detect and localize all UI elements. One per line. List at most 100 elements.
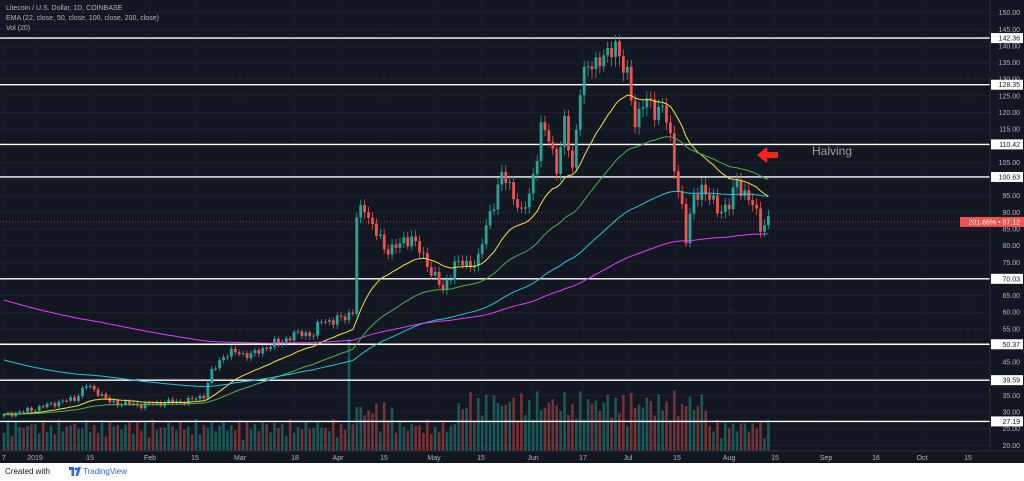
y-tick-label: 125.00: [999, 93, 1021, 100]
ema-line-22: [3, 94, 769, 415]
candle-body: [578, 95, 582, 130]
volume-bar: [304, 421, 308, 451]
candle-body: [641, 107, 645, 109]
volume-bar: [488, 422, 492, 451]
level-price-tag: [991, 33, 1023, 44]
volume-bar: [308, 428, 312, 451]
candle-body: [586, 66, 590, 68]
volume-bar: [355, 406, 359, 451]
volume-bar: [300, 429, 304, 451]
volume-bars: [2, 339, 770, 451]
volume-bar: [69, 425, 72, 451]
candle-body: [629, 66, 633, 101]
volume-bar: [155, 429, 159, 451]
ema-line-50: [4, 136, 769, 415]
candle-body: [277, 338, 280, 344]
volume-bar: [637, 404, 641, 451]
candle-body: [657, 106, 661, 120]
candle-body: [492, 209, 496, 212]
volume-bar: [618, 413, 621, 451]
volume-bar: [88, 432, 92, 451]
footer: Created with TradingView: [0, 463, 1024, 481]
volume-bar: [347, 339, 351, 451]
candle-body: [661, 105, 664, 107]
x-tick-label: 18: [291, 455, 299, 462]
last-price-tag: [960, 216, 1024, 227]
volume-bar: [594, 400, 598, 451]
volume-bar: [531, 419, 535, 451]
volume-bar: [567, 414, 570, 451]
candle-body: [265, 348, 269, 350]
volume-bar: [723, 422, 727, 451]
tradingview-link[interactable]: TradingView: [83, 467, 128, 476]
halving-label: Halving: [812, 144, 853, 158]
volume-bar: [65, 426, 69, 451]
volume-bar: [763, 438, 766, 451]
candle-body: [100, 394, 104, 396]
level-price-label: 128.35: [999, 82, 1021, 89]
volume-bar: [22, 428, 25, 451]
volume-bar: [226, 430, 229, 451]
volume-bar: [171, 426, 174, 451]
candle-body: [108, 397, 112, 403]
time-axis: 7 2019 15 Feb 15 Mar 18 Apr 15 May 15 Jun 17 Jul 15 Aug…: [0, 450, 1024, 463]
candle-body: [469, 260, 472, 268]
x-tick-label: 15: [771, 455, 779, 462]
volume-bar: [194, 419, 198, 451]
ema-line-200: [3, 233, 769, 344]
candle-body: [731, 187, 735, 210]
candle-body: [241, 353, 245, 355]
volume-bar: [735, 431, 739, 451]
level-price-label: 110.42: [999, 142, 1020, 149]
candle-body: [759, 208, 762, 232]
candle-body: [614, 41, 617, 58]
volume-bar: [524, 415, 527, 451]
candle-body: [190, 398, 194, 400]
level-price-label: 27.19: [1002, 419, 1020, 426]
candle-body: [555, 148, 559, 174]
volume-bar: [426, 419, 429, 451]
volume-bar: [269, 432, 272, 451]
candle-body: [590, 66, 594, 70]
volume-bar: [461, 409, 464, 451]
candle-body: [41, 406, 45, 408]
candle-body: [461, 260, 465, 266]
volume-bar: [37, 433, 41, 451]
volume-bar: [555, 405, 559, 451]
level-price-tag: [991, 375, 1023, 386]
candle-body: [77, 396, 80, 401]
candle-body: [143, 402, 147, 409]
volume-bar: [143, 422, 147, 451]
candle-body: [355, 217, 359, 314]
candle-body: [739, 179, 743, 196]
volume-bar: [492, 395, 496, 451]
y-tick-label: 145.00: [999, 27, 1021, 34]
candle-body: [18, 411, 22, 413]
candle-body: [96, 389, 100, 396]
volume-bar: [49, 425, 53, 451]
x-tick-label: Apr: [333, 455, 345, 462]
candle-body: [237, 352, 241, 355]
volume-bar: [645, 397, 649, 451]
candle-body: [6, 412, 10, 415]
volume-bar: [496, 403, 500, 451]
volume-bar: [418, 425, 421, 451]
volume-bar: [547, 402, 551, 451]
chart-panel[interactable]: 20.0025.0030.0035.0040.0045.0050.0055.00…: [0, 0, 1024, 463]
price-chart[interactable]: 20.0025.0030.0035.0040.0045.0050.0055.00…: [0, 0, 1024, 463]
volume-bar: [331, 419, 335, 451]
candle-body: [304, 332, 308, 336]
candle-body: [719, 211, 723, 214]
candle-body: [300, 331, 304, 336]
x-tick-label: Mar: [234, 455, 247, 462]
candle-body: [218, 360, 221, 369]
volume-bar: [237, 420, 241, 451]
volume-bar: [575, 418, 578, 451]
volume-bar: [602, 402, 606, 451]
candle-body: [500, 171, 504, 185]
candle-body: [159, 402, 163, 406]
volume-bar: [716, 419, 719, 451]
volume-bar: [179, 420, 182, 451]
candle-body: [700, 184, 704, 200]
time-axis-bg: [0, 451, 1024, 463]
